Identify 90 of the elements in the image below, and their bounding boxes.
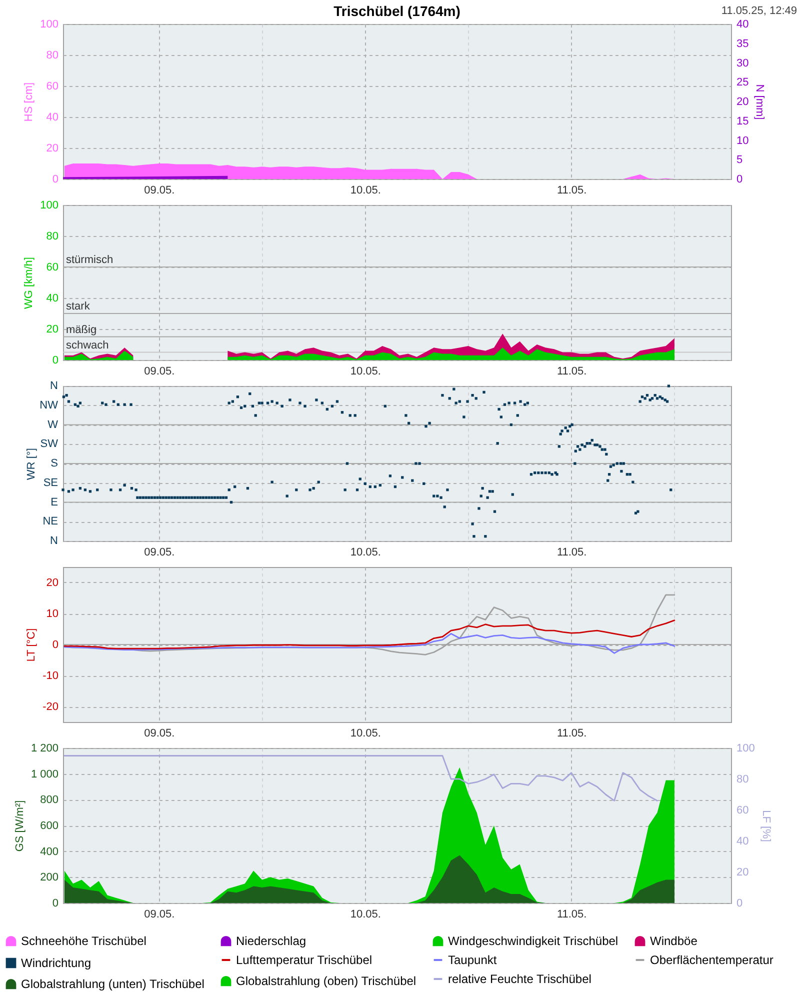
x-tick-label: 10.05. — [350, 184, 381, 196]
y-tick-label: 0 — [52, 898, 58, 910]
line-series — [64, 755, 658, 802]
y-tick-label: 200 — [40, 872, 58, 884]
text: S — [50, 458, 58, 470]
legend-label: Lufttemperatur Trischübel — [236, 953, 372, 967]
x-tick-label: 11.05. — [556, 908, 587, 920]
x-tick-label: 10.05. — [350, 728, 381, 740]
y-tick-label: 600 — [40, 820, 58, 832]
line-series — [64, 632, 676, 654]
y-tick-label: -20 — [42, 701, 58, 713]
x-tick-label: 10.05. — [350, 908, 381, 920]
y-axis-title: WG [km/h] — [23, 257, 36, 309]
y2-tick-label: 25 — [736, 76, 749, 89]
y2-tick-label: 0 — [736, 898, 743, 910]
legend-label: Schneehöhe Trischübel — [21, 934, 146, 948]
y2-tick-label: 5 — [736, 154, 743, 166]
text: N — [50, 535, 58, 547]
x-tick-label: 09.05. — [144, 728, 175, 740]
x-tick-label: 11.05. — [556, 366, 587, 378]
legend-label: Windböe — [650, 934, 698, 948]
y-tick-label: 60 — [46, 262, 58, 274]
y-tick-label: 80 — [46, 230, 58, 242]
y-tick-label: 60 — [46, 80, 58, 92]
y-tick-label: 0 — [52, 174, 58, 186]
y2-tick-label: 0 — [736, 174, 743, 186]
x-tick-label: 10.05. — [350, 546, 381, 558]
y-tick-label: 20 — [46, 324, 58, 336]
text: NE — [42, 516, 58, 528]
y-tick-label: 1 200 — [30, 742, 58, 754]
text: NW — [40, 399, 59, 412]
y-tick-label: 0 — [52, 639, 58, 651]
x-tick-label: 11.05. — [556, 184, 587, 196]
text: SW — [40, 438, 59, 450]
y-tick-label: 40 — [46, 112, 58, 124]
text: 11.05.25, 12:49 — [721, 5, 797, 17]
x-tick-label: 09.05. — [144, 184, 175, 196]
y2-tick-label: 15 — [736, 115, 749, 128]
ref-line-label: stürmisch — [66, 254, 114, 266]
ref-line-label: schwach — [66, 339, 109, 352]
y2-tick-label: 40 — [736, 18, 749, 30]
legend-label: Windrichtung — [21, 956, 92, 970]
legend-label: Globalstrahlung (unten) Trischübel — [21, 977, 204, 991]
chart-title: Trischübel (1764m) — [334, 3, 460, 19]
y2-tick-label: 40 — [736, 836, 749, 848]
y-axis-title: HS [cm] — [23, 82, 36, 122]
line-series — [64, 620, 676, 650]
x-tick-label: 11.05. — [556, 546, 587, 558]
y-axis-title: LT [°C] — [26, 628, 38, 662]
x-tick-label: 09.05. — [144, 546, 175, 558]
y2-tick-label: 60 — [736, 804, 749, 816]
y2-tick-label: 30 — [736, 57, 749, 70]
y2-axis-title: LF [%] — [760, 810, 772, 842]
y2-tick-label: 10 — [736, 134, 749, 147]
text: W — [48, 418, 59, 431]
y2-axis-title: N [mm] — [754, 84, 766, 120]
y-axis-title: GS [W/m²] — [14, 800, 26, 852]
legend-label: Globalstrahlung (oben) Trischübel — [236, 974, 416, 988]
y2-tick-label: 80 — [736, 774, 749, 786]
text: SE — [43, 476, 58, 489]
ref-line-label: mäßig — [66, 324, 97, 336]
y-tick-label: 80 — [46, 50, 58, 62]
x-tick-label: 11.05. — [556, 728, 587, 740]
y-tick-label: 1 000 — [30, 768, 58, 780]
legend-label: relative Feuchte Trischübel — [448, 972, 592, 986]
ref-line-label: stark — [66, 300, 90, 312]
y2-tick-label: 100 — [736, 742, 755, 754]
x-tick-label: 10.05. — [350, 366, 381, 378]
text: N — [50, 380, 58, 392]
y-axis-title: WR [°] — [26, 448, 38, 480]
legend-label: Oberflächentemperatur — [650, 953, 774, 967]
y-tick-label: 0 — [52, 354, 58, 366]
legend-label: Taupunkt — [448, 953, 498, 967]
y-tick-label: 100 — [40, 18, 58, 30]
y-tick-label: 100 — [40, 200, 58, 212]
y2-tick-label: 35 — [736, 38, 749, 50]
legend-label: Windgeschwindigkeit Trischübel — [448, 934, 618, 948]
x-tick-label: 09.05. — [144, 366, 175, 378]
legend-label: Niederschlag — [236, 934, 306, 948]
y-tick-label: 10 — [46, 608, 58, 620]
y-tick-label: 400 — [40, 846, 58, 858]
y-tick-label: 20 — [46, 142, 58, 154]
x-tick-label: 09.05. — [144, 908, 175, 920]
text: E — [50, 496, 58, 508]
y-tick-label: 40 — [46, 292, 58, 304]
y2-tick-label: 20 — [736, 866, 749, 878]
y2-tick-label: 20 — [736, 96, 749, 108]
y-tick-label: 800 — [40, 794, 58, 806]
y-tick-label: -10 — [42, 670, 58, 682]
y-tick-label: 20 — [46, 577, 58, 589]
